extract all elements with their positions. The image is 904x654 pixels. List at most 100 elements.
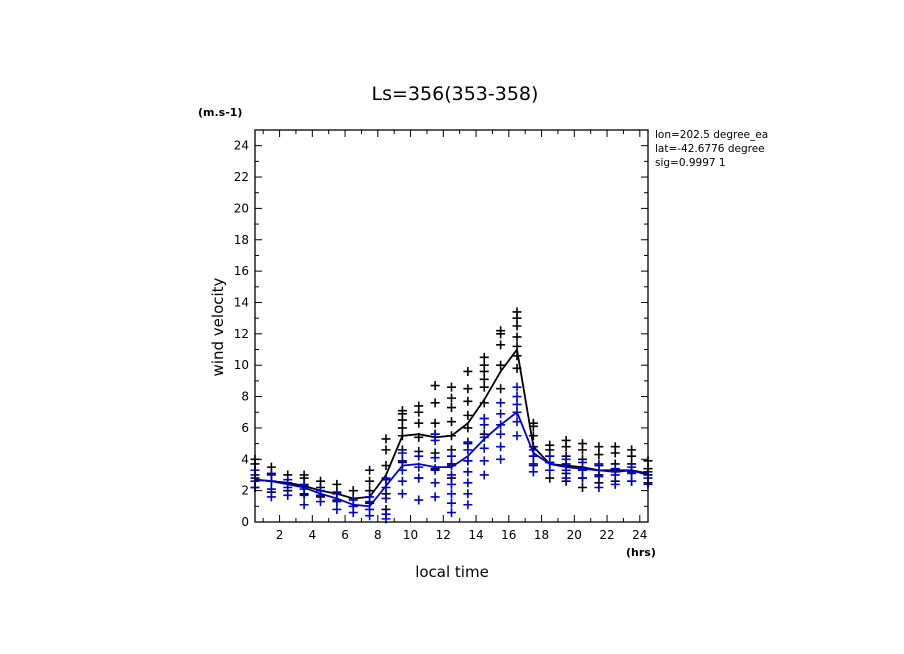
y-tick-label: 4 (241, 452, 249, 466)
series-0-point (561, 435, 571, 445)
series-1-point (545, 451, 555, 461)
series-0-point (528, 418, 538, 428)
series-1-point (397, 456, 407, 466)
series-1-point (479, 414, 489, 424)
series-0-point (496, 360, 506, 370)
series-1-point (463, 500, 473, 510)
annotation-lon: lon=202.5 degree_ea (655, 129, 768, 141)
series-1-point (332, 504, 342, 514)
series-0-point (545, 473, 555, 483)
series-0-point (463, 410, 473, 420)
series-0-point (479, 382, 489, 392)
y-tick-label: 10 (234, 358, 249, 372)
series-1-point (479, 443, 489, 453)
series-0-point (414, 401, 424, 411)
chart-title: Ls=356(353-358) (372, 83, 539, 105)
series-1-point (578, 457, 587, 467)
y-tick-label: 18 (234, 233, 249, 247)
series-1-point (528, 467, 538, 477)
series-1-point (414, 451, 424, 461)
x-tick-label: 8 (374, 528, 382, 542)
x-tick-label: 2 (276, 528, 284, 542)
series-1-point (512, 399, 522, 409)
series-0-point (299, 470, 309, 480)
series-1-point (447, 508, 456, 518)
series-1-point (365, 492, 375, 502)
series-1-point (545, 465, 555, 475)
series-1-point (381, 509, 391, 519)
series-1-point (332, 489, 342, 499)
x-tick-label: 16 (501, 528, 516, 542)
series-0-point (545, 440, 555, 450)
series-1-point (283, 475, 293, 485)
series-1-point (610, 479, 620, 489)
series-1-point (496, 429, 506, 439)
series-1-point (381, 473, 391, 483)
series-1-point (463, 489, 473, 499)
series-0-point (479, 352, 489, 362)
annotation-lat: lat=-42.6776 degree (655, 143, 765, 155)
series-1-point (512, 382, 522, 392)
x-tick-label: 14 (468, 528, 483, 542)
series-0-point (332, 479, 342, 489)
x-tick-label: 4 (308, 528, 316, 542)
series-0-point (528, 431, 538, 441)
series-0-point (463, 396, 473, 406)
series-0-point (512, 321, 522, 331)
series-1-point (496, 409, 506, 419)
y-tick-label: 2 (241, 484, 249, 498)
plot-frame (254, 129, 649, 523)
series-1-point (348, 495, 358, 505)
series-1-point (447, 489, 456, 499)
series-0-point (479, 360, 489, 370)
series-0-point (397, 423, 407, 433)
series-1-point (594, 483, 604, 493)
series-1-group (250, 382, 653, 524)
series-1-point (397, 489, 407, 499)
y-tick-label: 22 (234, 170, 249, 184)
series-1-point (266, 492, 276, 502)
y-unit-label: (m.s-1) (198, 106, 242, 119)
series-0-point (447, 417, 456, 427)
annotation-sig: sig=0.9997 1 (655, 157, 726, 169)
series-1-point (283, 490, 293, 500)
series-0-point (447, 393, 456, 403)
series-0-point (348, 486, 358, 496)
series-1-point (447, 451, 456, 461)
series-0-point (266, 462, 276, 472)
series-0-point (316, 476, 325, 486)
x-tick-label: 12 (436, 528, 451, 542)
series-1-point (496, 454, 506, 464)
x-tick-label: 22 (599, 528, 614, 542)
series-1-point (414, 473, 424, 483)
series-1-mean-line (254, 410, 649, 508)
y-axis-label: wind velocity (209, 277, 227, 376)
series-1-point (397, 448, 407, 458)
series-1-point (479, 456, 489, 466)
series-1-point (463, 456, 473, 466)
series-0-point (594, 450, 604, 460)
series-0-point (610, 442, 620, 452)
x-tick-label: 18 (534, 528, 549, 542)
series-0-point (512, 307, 522, 317)
y-tick-label: 24 (234, 139, 249, 153)
series-0-point (463, 366, 473, 376)
series-1-point (430, 453, 440, 463)
series-1-point (397, 476, 407, 486)
series-1-point (447, 470, 456, 480)
series-0-point (627, 445, 637, 455)
x-tick-label: 20 (567, 528, 582, 542)
series-1-point (430, 429, 440, 439)
series-0-point (397, 406, 407, 416)
series-0-point (578, 439, 587, 449)
y-tick-label: 0 (241, 515, 249, 529)
series-0-point (365, 465, 375, 475)
series-1-point (479, 470, 489, 480)
series-1-point (430, 492, 440, 502)
y-tick-label: 6 (241, 421, 249, 435)
series-0-point (381, 434, 391, 444)
series-0-point (430, 381, 440, 391)
series-1-point (447, 498, 456, 508)
series-1-point (414, 495, 424, 505)
